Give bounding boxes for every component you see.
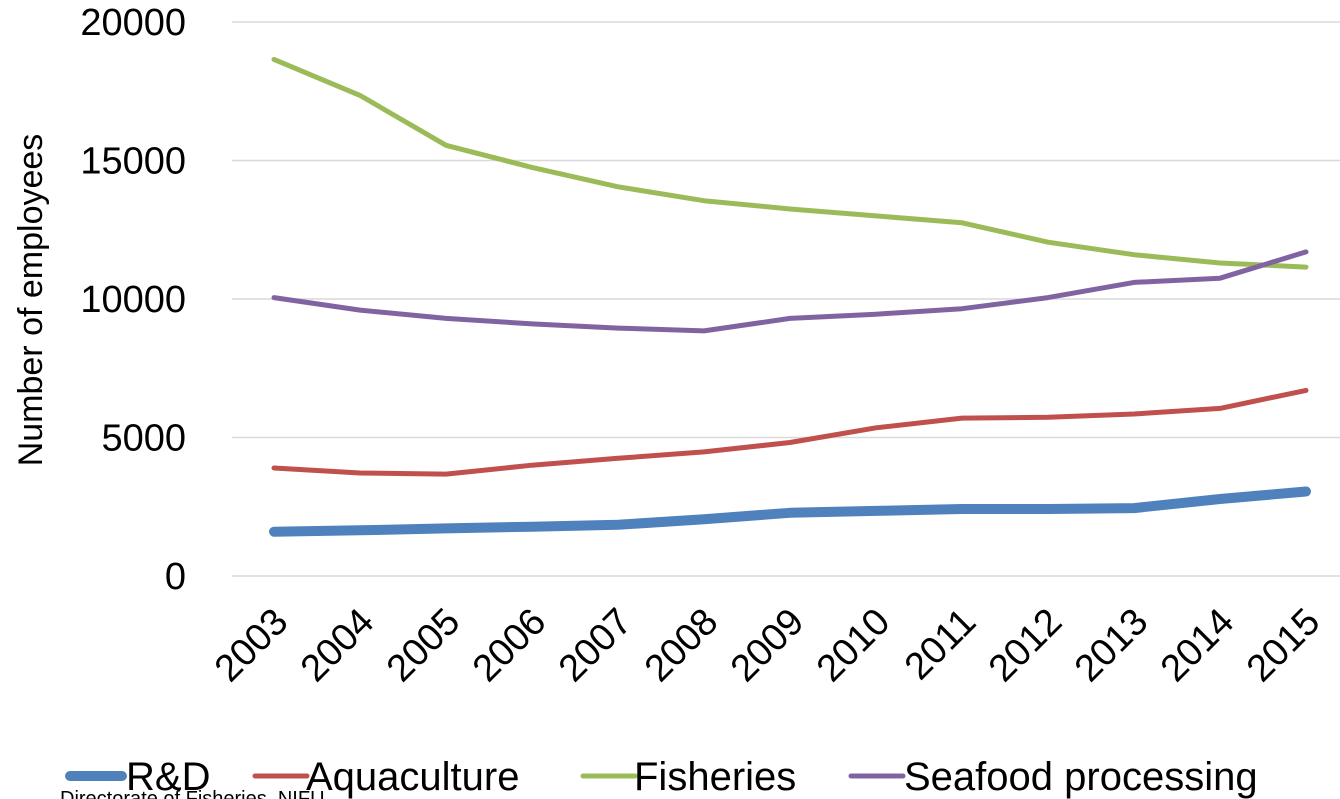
x-tick-label: 2009 — [723, 601, 812, 690]
legend-label: Aquaculture — [306, 755, 519, 799]
y-axis-label: Number of employees — [12, 134, 50, 467]
legend-label: R&D — [126, 755, 210, 799]
y-tick-label: 15000 — [80, 141, 186, 183]
series-lines — [269, 56, 1311, 537]
y-tick-label: 10000 — [80, 279, 186, 321]
x-tick-label: 2015 — [1239, 601, 1328, 690]
x-tick-label: 2007 — [551, 601, 640, 690]
legend-label: Seafood processing — [904, 755, 1258, 799]
x-tick-label: 2013 — [1067, 601, 1156, 690]
legend: R&D Aquaculture Fisheries Seafood processin… — [65, 755, 1258, 799]
x-tick-label: 2006 — [465, 601, 554, 690]
x-tick-label: 2003 — [207, 601, 296, 690]
series-line-2 — [271, 56, 1309, 270]
x-tick-label: 2012 — [981, 601, 1070, 690]
y-tick-label: 5000 — [101, 418, 186, 460]
series-line-0 — [269, 486, 1311, 537]
source-note: Directorate of Fisheries, NIFU — [60, 788, 325, 799]
series-line-1 — [271, 387, 1309, 477]
x-tick-label: 2004 — [293, 601, 382, 690]
series-line-3 — [271, 249, 1309, 334]
x-tick-label: 2014 — [1153, 601, 1242, 690]
y-axis-ticks: 0 5000 10000 15000 20000 — [80, 2, 186, 598]
x-tick-label: 2011 — [897, 601, 984, 688]
x-axis-ticks: 2003200420052006200720082009201020112012… — [207, 601, 1328, 690]
legend-label: Fisheries — [634, 755, 796, 799]
gridlines — [232, 21, 1340, 577]
y-tick-label: 0 — [165, 556, 186, 598]
x-tick-label: 2010 — [809, 601, 898, 690]
y-tick-label: 20000 — [80, 2, 186, 44]
x-tick-label: 2005 — [379, 601, 468, 690]
x-tick-label: 2008 — [637, 601, 726, 690]
